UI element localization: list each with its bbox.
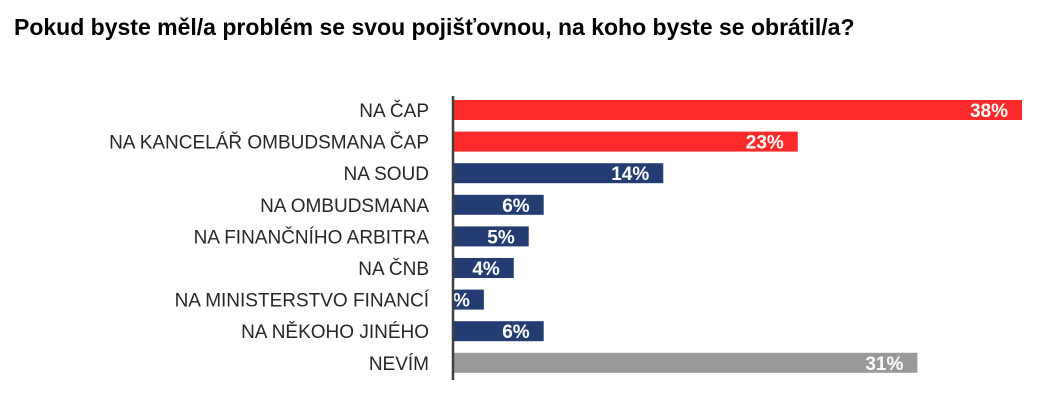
chart-title: Pokud byste měl/a problém se svou pojišť… [14, 14, 855, 40]
value-label: 5% [487, 227, 515, 248]
value-label: 14% [611, 164, 649, 185]
bar [454, 226, 529, 247]
bar [454, 352, 918, 373]
value-label: 31% [865, 354, 903, 375]
value-label: 4% [472, 259, 500, 280]
category-label: NEVÍM [369, 354, 429, 375]
value-label: 23% [746, 133, 784, 154]
category-label: NA OMBUDSMANA [260, 196, 429, 217]
value-label: 38% [970, 101, 1008, 122]
bars-group: NA ČAP 38% NA KANCELÁŘ OMBUDSMANA ČAP 23% NA… [109, 100, 1022, 375]
bar [454, 321, 544, 342]
category-label: NA KANCELÁŘ OMBUDSMANA ČAP [109, 132, 429, 154]
bar [454, 289, 484, 310]
value-label: 6% [502, 196, 530, 217]
category-label: NA MINISTERSTVO FINANCÍ [175, 291, 430, 312]
bar [454, 100, 1022, 120]
value-label: 2% [442, 291, 470, 312]
category-label: NA ČNB [358, 258, 429, 280]
value-label: 6% [502, 322, 530, 343]
category-label: NA SOUD [343, 164, 429, 185]
category-label: NA ČAP [359, 100, 429, 122]
bar [454, 131, 798, 152]
bar [454, 258, 514, 278]
category-label: NA FINANČNÍHO ARBITRA [194, 226, 430, 248]
bar [454, 163, 664, 184]
category-label: NA NĚKOHO JINÉHO [241, 321, 429, 343]
bar [454, 194, 544, 215]
